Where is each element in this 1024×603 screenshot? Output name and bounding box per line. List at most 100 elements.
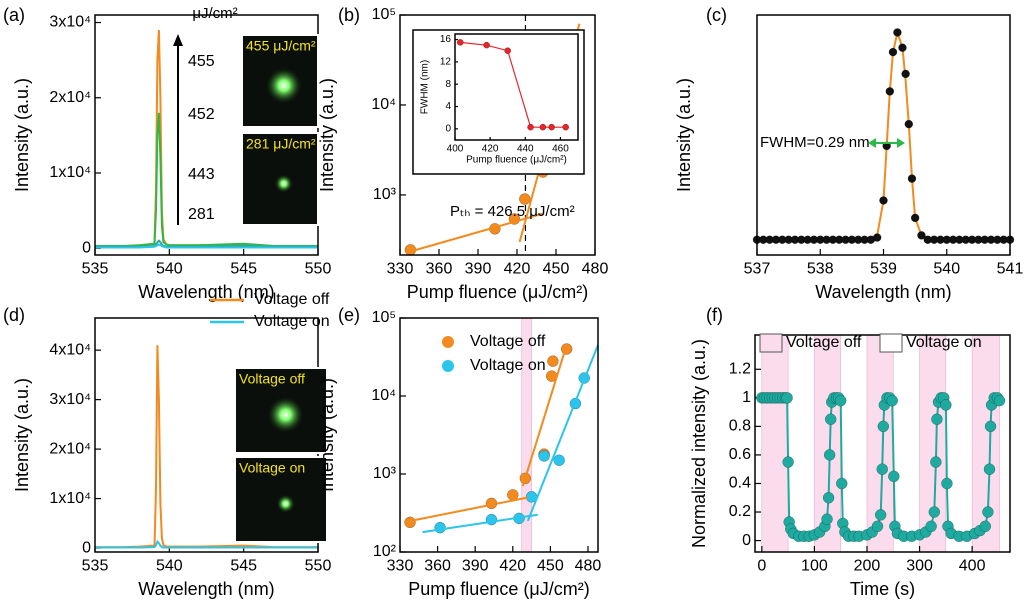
- x-tick-label: 420: [482, 144, 499, 155]
- x-axis-title: Time (s): [850, 579, 915, 599]
- data-point: [457, 39, 464, 46]
- fluence-label: 452: [188, 106, 215, 123]
- legend-marker: [442, 336, 454, 348]
- panel-label: (a): [3, 5, 25, 25]
- x-tick-label: 550: [305, 261, 332, 278]
- data-point: [940, 399, 952, 411]
- x-tick-label: 360: [424, 558, 451, 575]
- y-tick-label: 10³: [373, 465, 397, 482]
- x-tick-label: 540: [933, 261, 960, 278]
- series-line: [422, 513, 538, 534]
- panel-label: (b): [338, 5, 360, 25]
- data-point: [982, 506, 994, 518]
- y-axis-title: Normalized intensity (a.u.): [689, 339, 709, 548]
- plot-frame: [399, 14, 596, 256]
- x-tick-label: 540: [156, 558, 183, 575]
- y-tick-label: 4: [445, 101, 451, 112]
- x-tick-label: 539: [870, 261, 897, 278]
- y-tick-label: 2x10⁴: [49, 89, 91, 106]
- x-tick-label: 450: [537, 558, 564, 575]
- x-tick-label: 535: [82, 261, 109, 278]
- panel-label: (f): [706, 305, 723, 325]
- fluence-label: 455: [188, 53, 215, 70]
- data-point: [877, 420, 890, 433]
- data-point: [519, 193, 531, 205]
- fluence-label: 443: [188, 166, 215, 183]
- x-axis-title: Pump fluence (μJ/cm²): [408, 579, 589, 599]
- series-line: [95, 112, 318, 247]
- x-tick-label: 460: [552, 144, 569, 155]
- x-tick-label: 360: [426, 261, 453, 278]
- data-point: [824, 413, 837, 425]
- data-point: [984, 420, 997, 433]
- x-tick-label: 540: [156, 261, 183, 278]
- data-point: [483, 41, 490, 49]
- y-tick-label: 0.2: [729, 503, 751, 520]
- x-tick-label: 420: [499, 558, 526, 575]
- y-tick-label: 10⁵: [372, 6, 396, 23]
- x-tick-label: 480: [582, 261, 609, 278]
- arrow-head: [868, 138, 905, 148]
- y-tick-label: 1x10⁴: [49, 490, 91, 507]
- fluence-unit: μJ/cm²: [192, 5, 237, 22]
- legend-label: Voltage off: [254, 291, 330, 308]
- series-line: [410, 212, 544, 253]
- x-tick-label: 330: [387, 261, 414, 278]
- y-tick-label: 0: [82, 539, 91, 556]
- annotation: FWHM=0.29 nm: [760, 134, 870, 151]
- data-point: [904, 119, 914, 129]
- x-axis-title: Pump fluence (μJ/cm²): [407, 282, 588, 302]
- data-point: [930, 456, 942, 468]
- x-tick-label: 535: [82, 558, 109, 575]
- data-point: [941, 477, 953, 490]
- y-tick-label: 10⁴: [371, 96, 396, 113]
- data-point: [893, 28, 902, 37]
- y-tick-label: 10⁴: [371, 387, 396, 404]
- x-axis-title: Pump fluence (μJ/cm²): [466, 155, 567, 166]
- y-tick-label: 1x10⁴: [49, 164, 91, 181]
- y-tick-label: 8: [445, 79, 451, 90]
- data-point: [879, 196, 888, 205]
- y-tick-label: 0: [82, 239, 91, 256]
- data-point: [886, 394, 898, 407]
- image-label: 455 μJ/cm²: [246, 38, 316, 54]
- data-point: [888, 47, 898, 57]
- inset-background: [412, 29, 585, 175]
- y-tick-label: 12: [440, 57, 452, 68]
- data-point: [485, 513, 498, 526]
- series-line: [95, 345, 318, 549]
- x-tick-label: 450: [543, 261, 570, 278]
- y-tick-label: 1.2: [729, 360, 751, 377]
- y-tick-label: 10³: [373, 186, 397, 203]
- x-tick-label: 550: [305, 558, 332, 575]
- y-axis-title: Intensity (a.u.): [12, 78, 32, 192]
- data-point: [888, 470, 900, 483]
- x-tick-label: 400: [959, 558, 986, 575]
- y-axis-title: Intensity (a.u.): [317, 378, 337, 492]
- data-point: [910, 213, 920, 223]
- x-tick-label: 330: [387, 558, 414, 575]
- x-tick-label: 545: [230, 558, 257, 575]
- y-tick-label: 10²: [373, 543, 397, 560]
- data-point: [983, 463, 996, 475]
- series-line: [757, 28, 1010, 241]
- emission-spot: [267, 396, 304, 433]
- x-tick-label: 545: [230, 261, 257, 278]
- data-point: [931, 413, 943, 425]
- plot-frame: [399, 317, 599, 553]
- data-point: [907, 174, 917, 183]
- y-axis-title: FWHM (nm): [420, 60, 431, 114]
- legend-swatch: [879, 333, 903, 353]
- series-line: [95, 239, 318, 248]
- data-point: [925, 520, 937, 533]
- plot-frame: [454, 33, 579, 141]
- panel-label: (c): [706, 5, 727, 25]
- y-tick-label: 4x10⁴: [49, 341, 91, 358]
- legend-label: Voltage on: [254, 313, 330, 330]
- data-point: [898, 43, 907, 52]
- y-tick-label: 0: [742, 532, 751, 549]
- y-tick-label: 1: [742, 389, 751, 406]
- data-point: [538, 450, 550, 462]
- shaded-band: [761, 334, 789, 553]
- legend-swatch: [759, 333, 783, 353]
